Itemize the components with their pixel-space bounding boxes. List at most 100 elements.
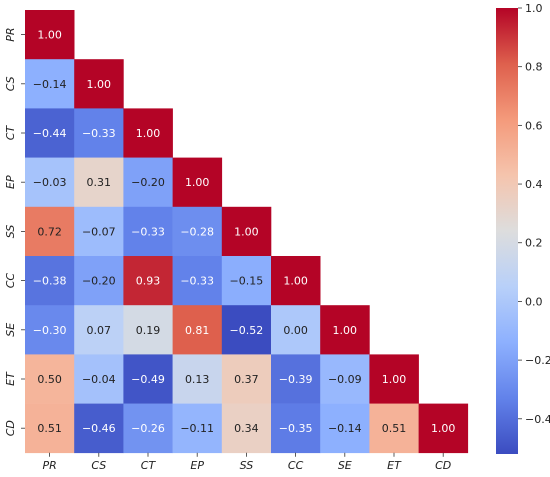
cell-value-label: −0.20 <box>82 275 116 288</box>
y-tick-label-pr: PR <box>4 27 17 41</box>
cell-value-label: 0.72 <box>37 225 62 238</box>
heatmap-cell-cd-cd <box>418 403 469 454</box>
cell-value-label: −0.44 <box>33 127 67 140</box>
heatmap-cell-ep-cs <box>74 157 124 208</box>
heatmap-cell-ss-ss <box>221 206 272 257</box>
colorbar: 1.0 0.8 0.6 0.4 0.2 0.0 −0.2 −0.4 <box>496 2 550 454</box>
heatmap-cell-cs-cs <box>74 59 124 109</box>
heatmap-cell-et-ss <box>221 354 272 404</box>
heatmap-cell-et-cs <box>74 354 124 404</box>
heatmap-cell-ss-cs <box>74 206 124 257</box>
heatmap-cell-ss-ct <box>123 206 173 257</box>
cell-value-label: 0.51 <box>382 422 407 435</box>
heatmap-cell-cd-se <box>320 403 370 454</box>
colorbar-tick-label: 0.4 <box>525 178 543 191</box>
y-tick-label-ct: CT <box>4 125 17 141</box>
heatmap-cell-se-pr <box>25 305 75 355</box>
heatmap-cell-et-et <box>369 354 419 404</box>
x-tick-label-pr: PR <box>42 459 56 472</box>
cell-value-label: −0.14 <box>33 78 67 91</box>
cell-value-label: 0.19 <box>136 324 161 337</box>
heatmap-cell-cc-ct <box>123 256 173 306</box>
heatmap-cell-ep-pr <box>25 157 75 208</box>
x-tick-label-cc: CC <box>288 459 304 472</box>
cell-value-label: −0.30 <box>33 324 67 337</box>
cell-value-label: −0.33 <box>82 127 116 140</box>
cell-value-label: −0.04 <box>82 373 116 386</box>
colorbar-tick-label: 0.8 <box>525 61 543 74</box>
heatmap-cell-cd-pr <box>25 403 75 454</box>
heatmap-cell-cd-et <box>369 403 419 454</box>
heatmap-cell-ct-pr <box>25 108 75 158</box>
heatmap-cell-ss-ep <box>172 206 223 257</box>
cell-value-label: 1.00 <box>87 78 112 91</box>
cell-value-label: 1.00 <box>234 225 259 238</box>
heatmap-cell-cc-ep <box>172 256 223 306</box>
x-tick-label-se: SE <box>338 459 352 472</box>
cell-value-label: 0.51 <box>37 422 62 435</box>
colorbar-tick-label: 0.2 <box>525 237 543 250</box>
y-tick-label-se: SE <box>4 323 17 337</box>
cell-value-label: 0.81 <box>185 324 210 337</box>
cell-value-label: 1.00 <box>37 29 62 42</box>
heatmap-cell-et-ep <box>172 354 223 404</box>
cell-value-label: 1.00 <box>382 373 407 386</box>
y-tick-label-ss: SS <box>4 225 17 239</box>
heatmap-cell-ep-ct <box>123 157 173 208</box>
cell-value-label: −0.11 <box>180 422 214 435</box>
cell-value-label: 0.93 <box>136 275 161 288</box>
cell-value-label: −0.14 <box>328 422 362 435</box>
x-tick-label-cs: CS <box>91 459 106 472</box>
heatmap-cell-se-cs <box>74 305 124 355</box>
heatmap-cell-cd-cs <box>74 403 124 454</box>
heatmap-cell-ct-cs <box>74 108 124 158</box>
heatmap-cell-se-se <box>320 305 370 355</box>
y-axis-labels: PR CS CT EP SS CC SE ET CD <box>4 27 25 436</box>
cell-value-label: −0.07 <box>82 225 116 238</box>
cell-value-label: −0.46 <box>82 422 116 435</box>
heatmap-cell-et-ct <box>123 354 173 404</box>
colorbar-tick-label: −0.4 <box>525 413 550 426</box>
x-tick-label-ep: EP <box>190 459 204 472</box>
heatmap-cell-se-ss <box>221 305 272 355</box>
x-axis-labels: PR CS CT EP SS CC SE ET CD <box>42 452 451 472</box>
heatmap-cell-cd-ct <box>123 403 173 454</box>
cell-value-label: −0.52 <box>230 324 264 337</box>
heatmap-cell-cc-cs <box>74 256 124 306</box>
cell-value-label: −0.33 <box>131 225 165 238</box>
heatmap-cell-et-se <box>320 354 370 404</box>
heatmap-cell-cc-pr <box>25 256 75 306</box>
x-tick-label-cd: CD <box>435 459 451 472</box>
cell-value-label: 1.00 <box>333 324 358 337</box>
cell-value-label: 1.00 <box>431 422 456 435</box>
cell-value-label: 1.00 <box>136 127 161 140</box>
heatmap-cell-ep-ep <box>172 157 223 208</box>
cell-value-label: −0.20 <box>131 176 165 189</box>
y-tick-label-ep: EP <box>4 175 17 189</box>
cell-value-label: −0.26 <box>131 422 165 435</box>
heatmap-cell-se-cc <box>271 305 321 355</box>
cell-value-label: −0.35 <box>279 422 313 435</box>
heatmap-cell-pr-pr <box>25 10 75 60</box>
heatmap-cell-cs-pr <box>25 59 75 109</box>
heatmap-cell-cd-ss <box>221 403 272 454</box>
cell-value-label: −0.09 <box>328 373 362 386</box>
y-tick-label-cs: CS <box>4 76 17 91</box>
cell-value-label: 0.07 <box>87 324 112 337</box>
cell-value-label: 0.34 <box>234 422 259 435</box>
cell-value-label: 1.00 <box>185 176 210 189</box>
cell-value-label: −0.15 <box>230 275 264 288</box>
y-tick-label-cc: CC <box>4 273 17 289</box>
cell-value-label: 0.37 <box>234 373 259 386</box>
heatmap-cell-cc-cc <box>271 256 321 306</box>
heatmap-cell-ss-pr <box>25 206 75 257</box>
heatmap-cell-cc-ss <box>221 256 272 306</box>
heatmap-cell-se-ep <box>172 305 223 355</box>
colorbar-gradient <box>496 8 518 454</box>
cell-value-label: −0.03 <box>33 176 67 189</box>
cell-value-label: −0.33 <box>180 275 214 288</box>
colorbar-tick-label: 0.6 <box>525 119 543 132</box>
heatmap-cell-cd-ep <box>172 403 223 454</box>
heatmap-cell-et-cc <box>271 354 321 404</box>
